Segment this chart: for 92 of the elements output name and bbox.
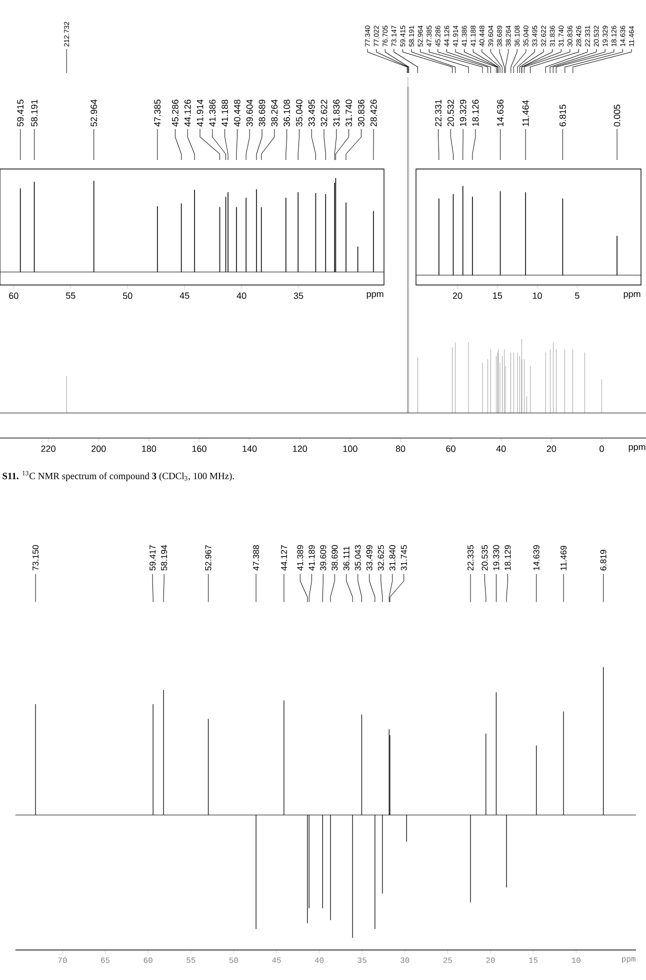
x-tick-label: 55 bbox=[66, 292, 76, 299]
annotation: 41.386 bbox=[209, 100, 216, 127]
annotation: 33.499 bbox=[366, 545, 372, 570]
annotation: 35.040 bbox=[296, 100, 302, 126]
x-axis-title: ppm bbox=[628, 445, 646, 452]
annotation: 28.426 bbox=[370, 100, 377, 126]
annotation: 59.415 bbox=[17, 100, 24, 126]
annotation: 41.188 bbox=[222, 100, 228, 127]
x-tick-label: 10 bbox=[532, 292, 542, 299]
x-tick-label: 40 bbox=[496, 446, 506, 452]
annotation: 36.111 bbox=[343, 546, 350, 570]
x-tick-label: 45 bbox=[180, 292, 190, 299]
x-tick-label: 55 bbox=[186, 958, 196, 963]
x-axis-title: ppm bbox=[622, 957, 636, 964]
annotation: 18.126 bbox=[472, 100, 479, 126]
annotation: 14.636 bbox=[497, 100, 504, 126]
annotation: 33.495 bbox=[308, 100, 315, 126]
annotation: 6.815 bbox=[560, 104, 566, 126]
annotation: 39.604 bbox=[246, 100, 253, 126]
x-tick-label: 50 bbox=[229, 958, 238, 963]
annotation: 32.625 bbox=[378, 545, 384, 570]
x-tick-label: 15 bbox=[493, 292, 502, 299]
annotation: 44.127 bbox=[280, 545, 287, 571]
text: S11. $^{13}$C NMR spectrum of compound 3 (CDCl$_{3}$, 100 MHz). bbox=[2, 470, 234, 482]
x-tick-label: 20 bbox=[452, 292, 462, 299]
x-tick-label: 40 bbox=[314, 958, 324, 963]
annotation: 73.150 bbox=[32, 545, 39, 570]
x-tick-label: 35 bbox=[294, 292, 304, 299]
x-tick-label: 10 bbox=[572, 958, 580, 963]
annotation: 11.469 bbox=[560, 546, 567, 570]
x-tick-label: 15 bbox=[529, 958, 538, 963]
annotation: 18.129 bbox=[504, 545, 511, 570]
x-axis-title: ppm bbox=[366, 292, 384, 299]
x-tick-label: 20 bbox=[486, 958, 495, 963]
annotation: 31.840 bbox=[389, 545, 396, 570]
annotation: 20.535 bbox=[482, 545, 488, 570]
x-tick-label: 50 bbox=[122, 292, 132, 299]
x-tick-label: 30 bbox=[400, 958, 410, 963]
annotation: 41.914 bbox=[196, 100, 204, 127]
x-tick-label: 140 bbox=[242, 446, 257, 452]
x-tick-label: 180 bbox=[142, 446, 156, 452]
annotation: 14.639 bbox=[533, 545, 540, 570]
annotation: 58.191 bbox=[31, 100, 38, 126]
annotation: 31.836 bbox=[333, 100, 340, 126]
x-tick-label: 65 bbox=[101, 958, 110, 963]
x-axis-title: ppm bbox=[624, 292, 640, 299]
annotation: 11.464 bbox=[522, 100, 529, 126]
x-tick-label: 5 bbox=[575, 292, 580, 299]
annotation: 32.622 bbox=[320, 100, 328, 126]
annotation: 31.745 bbox=[400, 545, 407, 570]
x-tick-label: 25 bbox=[443, 958, 452, 963]
annotation: 6.819 bbox=[600, 550, 606, 570]
annotation: 41.189 bbox=[308, 545, 315, 571]
annotation: 36.108 bbox=[284, 100, 290, 126]
annotation: 19.329 bbox=[460, 100, 466, 126]
annotation: 47.388 bbox=[253, 545, 260, 571]
annotation: 52.964 bbox=[90, 100, 98, 126]
annotation: 38.689 bbox=[258, 100, 266, 126]
annotation: 52.967 bbox=[205, 545, 212, 570]
annotation: 44.126 bbox=[184, 100, 191, 127]
x-tick-label: 220 bbox=[41, 446, 56, 452]
x-tick-label: 70 bbox=[58, 958, 67, 963]
x-tick-label: 60 bbox=[9, 292, 18, 299]
x-tick-label: 120 bbox=[293, 446, 308, 452]
annotation: 0.005 bbox=[614, 104, 620, 126]
annotation: 58.194 bbox=[161, 545, 168, 570]
annotation: 59.417 bbox=[150, 545, 156, 570]
x-tick-label: 80 bbox=[396, 446, 406, 452]
annotation: 40.448 bbox=[234, 100, 240, 127]
x-tick-label: 60 bbox=[446, 446, 456, 452]
x-tick-label: 60 bbox=[144, 958, 152, 963]
annotation: 20.532 bbox=[447, 100, 454, 126]
x-tick-label: 40 bbox=[236, 292, 246, 299]
annotation: 35.043 bbox=[354, 545, 361, 570]
x-tick-label: 100 bbox=[343, 446, 358, 452]
annotation: 22.335 bbox=[467, 545, 474, 570]
annotation: 19.330 bbox=[493, 545, 500, 570]
x-tick-label: 160 bbox=[192, 446, 206, 452]
annotation: 41.389 bbox=[297, 545, 304, 571]
x-tick-label: 200 bbox=[92, 446, 106, 452]
annotation: 22.331 bbox=[435, 100, 442, 126]
x-tick-label: 45 bbox=[272, 958, 281, 963]
annotation: 31.740 bbox=[346, 100, 352, 126]
x-tick-label: 0 bbox=[600, 446, 604, 452]
annotation: 30.836 bbox=[358, 100, 364, 126]
annotation: 38.690 bbox=[332, 545, 338, 570]
annotation: 38.264 bbox=[271, 100, 278, 126]
annotation: 47.385 bbox=[154, 100, 161, 127]
annotation: 39.609 bbox=[320, 545, 326, 570]
x-tick-label: 20 bbox=[546, 446, 556, 452]
annotation: 45.286 bbox=[172, 100, 178, 127]
x-tick-label: 35 bbox=[358, 958, 366, 963]
